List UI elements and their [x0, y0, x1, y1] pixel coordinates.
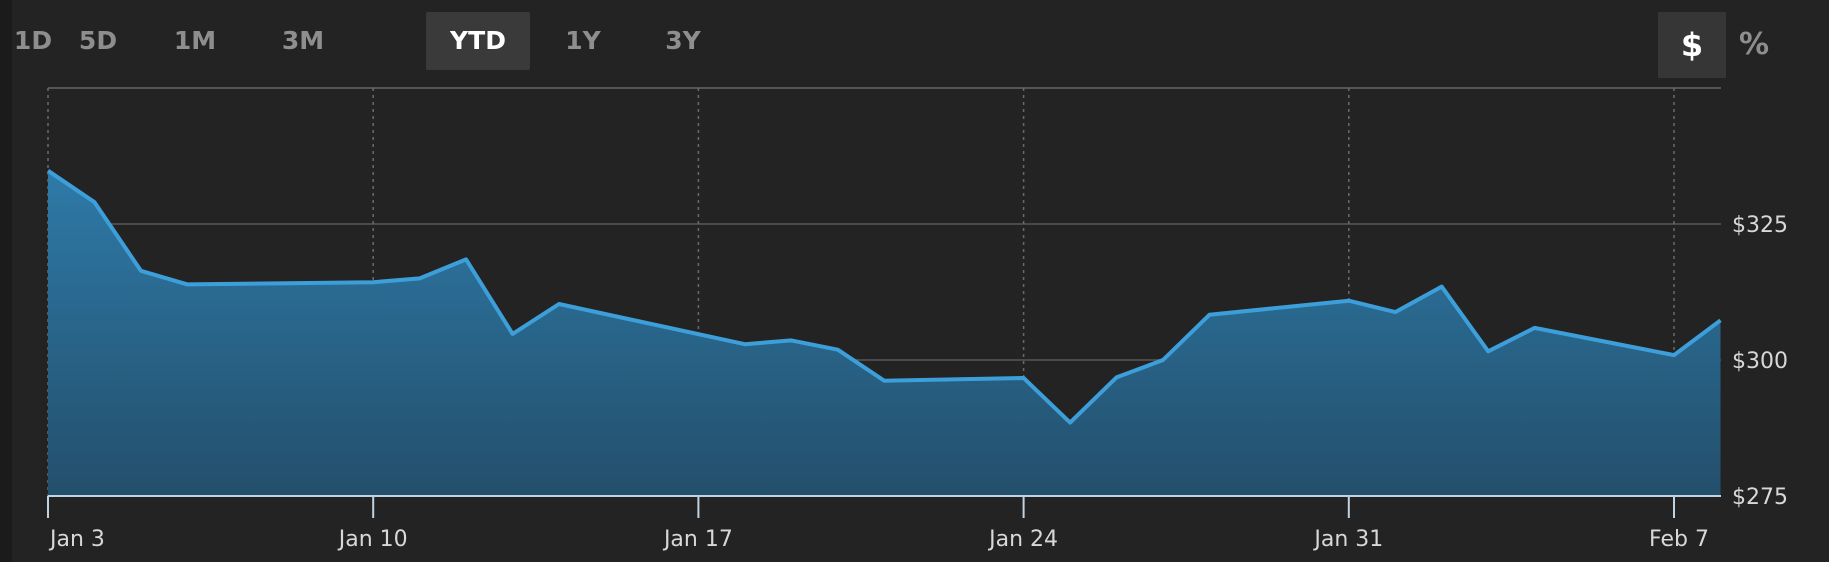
x-axis: Jan 3 Jan 10 Jan 17 Jan 24 Jan 31 Feb 7 — [47, 495, 1721, 552]
range-tab-1d[interactable]: 1D — [13, 26, 53, 55]
price-area-fill — [48, 170, 1721, 496]
dollar-mode-button[interactable]: $ — [1658, 12, 1726, 78]
y-tick-label: $275 — [1732, 485, 1788, 510]
x-tick-label: Jan 17 — [662, 527, 733, 552]
x-tick-label: Jan 3 — [48, 527, 105, 552]
y-tick-label: $300 — [1732, 349, 1788, 374]
y-axis: $275 $300 $325 — [1732, 213, 1788, 510]
chart-panel: 1D 5D 1M 3M YTD 1Y 3Y $ % Jan 3 Jan 10 Jan 17 Jan… — [12, 0, 1829, 562]
x-tick-label: Jan 10 — [337, 527, 408, 552]
price-area-chart: Jan 3 Jan 10 Jan 17 Jan 24 Jan 31 Feb 7 $275$… — [46, 87, 1788, 552]
x-tick-label: Jan 24 — [987, 527, 1058, 552]
x-tick-label: Feb 7 — [1649, 527, 1709, 552]
range-tab-1m[interactable]: 1M — [173, 26, 217, 55]
percent-mode-button[interactable]: % — [1738, 27, 1770, 62]
x-tick-label: Jan 31 — [1312, 527, 1383, 552]
range-tab-5d[interactable]: 5D — [78, 26, 118, 55]
range-tab-ytd[interactable]: YTD — [426, 12, 530, 70]
range-tab-3y[interactable]: 3Y — [665, 26, 701, 55]
range-tab-1y[interactable]: 1Y — [565, 26, 601, 55]
price-line — [46, 169, 1722, 425]
range-tab-3m[interactable]: 3M — [281, 26, 325, 55]
y-tick-label: $325 — [1732, 213, 1788, 238]
